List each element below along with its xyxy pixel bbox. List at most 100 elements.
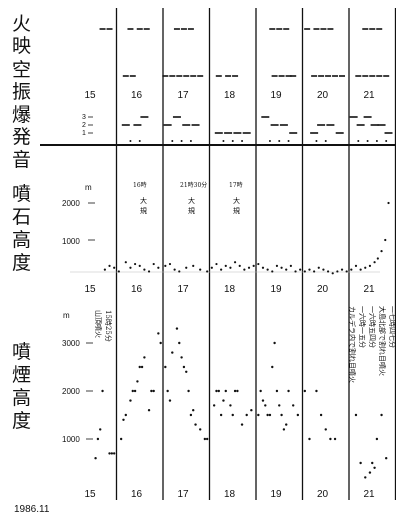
day-label-15-row3: 15 [84,489,96,500]
ejecta-point [247,266,251,269]
label-ejecta-char3: 高 [12,229,31,251]
plume-point [131,389,134,393]
day-label-20-row1: 20 [317,90,329,101]
ejecta-point [108,264,111,267]
plume-annot-north: 大島北部で割れ目噴火 [378,306,387,376]
plume-point [215,389,218,393]
ejecta-point [173,268,176,271]
ejecta-point [147,270,151,273]
ejecta-point [368,264,372,267]
ejecta-annot-17h: 17時 [229,181,243,189]
plume-point [119,437,123,441]
plume-point [159,341,162,345]
ejecta-point [384,238,387,242]
ejecta-point [243,268,246,271]
ejecta-point [103,268,106,271]
plume-annot-summit: 山頂噴火 [94,310,103,338]
plume-point [108,452,111,455]
ejecta-annot-16h: 16時 [133,181,147,189]
day-label-19-row2: 19 [270,284,282,295]
ejecta-point [138,264,141,267]
plume-point [236,389,239,393]
label-ejecta-char1: 噴 [12,183,31,205]
ejecta-point [129,266,132,269]
ejecta-point [257,262,260,266]
explosion-mark [268,140,271,142]
ejecta-unit: m [85,183,92,192]
ejecta-point [275,264,279,267]
ejecta-annot-18-a: 大 [233,196,240,205]
plume-point [147,409,151,412]
plume-point [324,428,327,431]
label-air-shock-char1: 空 [12,59,31,81]
plume-point [280,413,283,417]
explosion-mark [315,140,318,142]
ejecta-annot-18-b: 規 [233,206,240,215]
explosion-mark [171,140,174,142]
plume-annot-1747: 一七時四七分 [388,306,396,348]
label-air-shock: 空 振 [12,59,31,103]
ejecta-annot-21h30: 21時30分 [180,181,207,189]
ejecta-point [238,264,241,267]
label-plume-char4: 度 [12,410,31,432]
label-ejecta-char2: 石 [12,206,31,228]
plume-point [261,399,265,402]
plume-point [205,437,209,441]
plume-point [166,389,169,393]
plume-point [380,413,383,417]
plume-point [373,466,376,469]
explosion-mark [385,140,388,142]
ejecta-point [303,270,306,273]
ejecta-point [252,264,255,267]
ejecta-point [331,272,334,275]
explosion-mark [231,140,234,142]
explosion-mark [287,140,290,142]
ejecta-tick-1000: 1000 [62,237,80,246]
label-explosion-char2: 発 [12,126,31,148]
ejecta-point [206,270,209,273]
ejecta-point [359,268,362,271]
air-shock-tick-2: 2 [82,122,86,129]
ejecta-point [143,268,146,271]
explosion-mark [278,140,281,142]
explosion-mark [366,140,369,142]
explosion-mark [241,140,244,142]
day-separators [115,8,396,500]
plume-point [171,351,174,354]
label-explosion-char3: 音 [12,149,31,171]
plume-point [329,437,332,441]
day-label-17-row1: 17 [177,90,189,101]
ejecta-point [210,266,213,269]
plume-point [189,413,193,417]
plume-point [143,356,146,359]
explosion-mark [357,140,360,142]
ejecta-point [294,270,297,273]
ejecta-tick-2000: 2000 [62,199,80,208]
ejecta-point [157,266,160,269]
ejecta-point [215,262,218,266]
air-shock-ticks: 3 2 1 [82,114,93,137]
plume-unit: m [63,311,70,320]
day-label-15-row2: 15 [84,284,96,295]
day-label-20-row3: 20 [317,489,329,500]
plume-point [275,389,279,393]
day-label-21-row1: 21 [363,90,375,101]
plume-point [136,380,139,383]
ejecta-point [322,268,325,271]
ejecta-point [350,268,353,271]
day-label-16-row2: 16 [131,284,143,295]
plume-point [250,409,253,412]
plume-point [157,332,160,335]
plume-point [187,389,190,393]
explosion-mark [222,140,225,142]
plume-point [354,413,358,417]
plume-point [264,404,267,407]
explosion-mark [138,140,141,142]
ejecta-point [354,264,358,267]
plume-point [273,341,276,345]
day-labels: 15 16 17 18 19 20 21 15 16 17 18 19 20 21 15 16 17 18 19 20… [84,90,375,500]
label-incandescence-char1: 火 [12,13,31,35]
plume-point [296,413,300,417]
day-label-17-row2: 17 [177,284,189,295]
plume-point [282,428,286,431]
